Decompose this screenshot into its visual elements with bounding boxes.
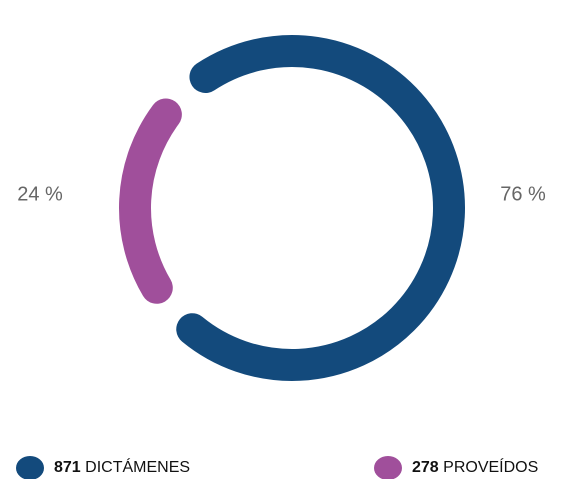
legend-value: 278 (412, 459, 439, 476)
donut-segment (119, 98, 182, 304)
legend-label: DICTÁMENES (85, 457, 190, 476)
donut-segment (176, 35, 465, 381)
legend-entry: 278 PROVEÍDOS (412, 457, 538, 476)
legend-entry: 871 DICTÁMENES (54, 457, 190, 476)
legend-swatch (374, 456, 402, 479)
legend-value: 871 (54, 459, 81, 476)
legend-swatch (16, 456, 44, 479)
percent-label: 76 % (500, 183, 546, 205)
legend-label: PROVEÍDOS (443, 457, 538, 476)
percent-label: 24 % (17, 183, 63, 205)
